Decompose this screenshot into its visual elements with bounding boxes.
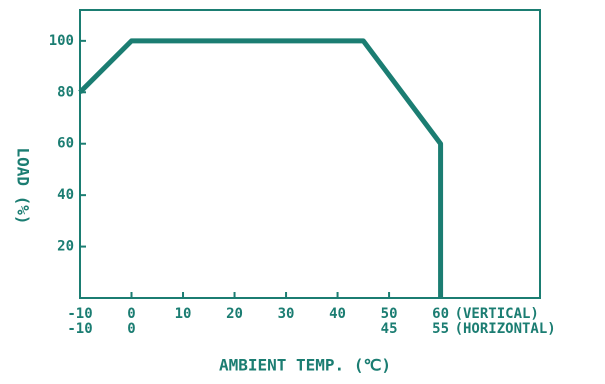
row-label: (HORIZONTAL) — [455, 321, 556, 337]
x2-tick-label: 55 — [432, 321, 449, 337]
x-tick-label: -10 — [67, 306, 92, 322]
x-tick-label: 60 — [432, 306, 449, 322]
x-tick-label: 30 — [278, 306, 295, 322]
x2-tick-label: 45 — [381, 321, 398, 337]
row-label: (VERTICAL) — [455, 306, 539, 322]
x-tick-label: 40 — [329, 306, 346, 322]
y-tick-label: 20 — [57, 239, 74, 255]
x-tick-label: 20 — [226, 306, 243, 322]
line-series — [78, 38, 444, 298]
x-tick-label: 10 — [175, 306, 192, 322]
y-axis-label: LOAD (%) — [14, 147, 33, 224]
y-tick-label: 60 — [57, 136, 74, 152]
x-axis-label: AMBIENT TEMP. (℃) — [219, 356, 391, 375]
y-tick-label: 40 — [57, 187, 74, 203]
plot-frame — [79, 9, 541, 299]
x-tick-label: 0 — [127, 306, 135, 322]
y-tick-label: 80 — [57, 84, 74, 100]
x-tick-label: 50 — [381, 306, 398, 322]
x2-tick-label: -10 — [67, 321, 92, 337]
x2-tick-label: 0 — [127, 321, 135, 337]
y-tick-label: 100 — [49, 33, 74, 49]
